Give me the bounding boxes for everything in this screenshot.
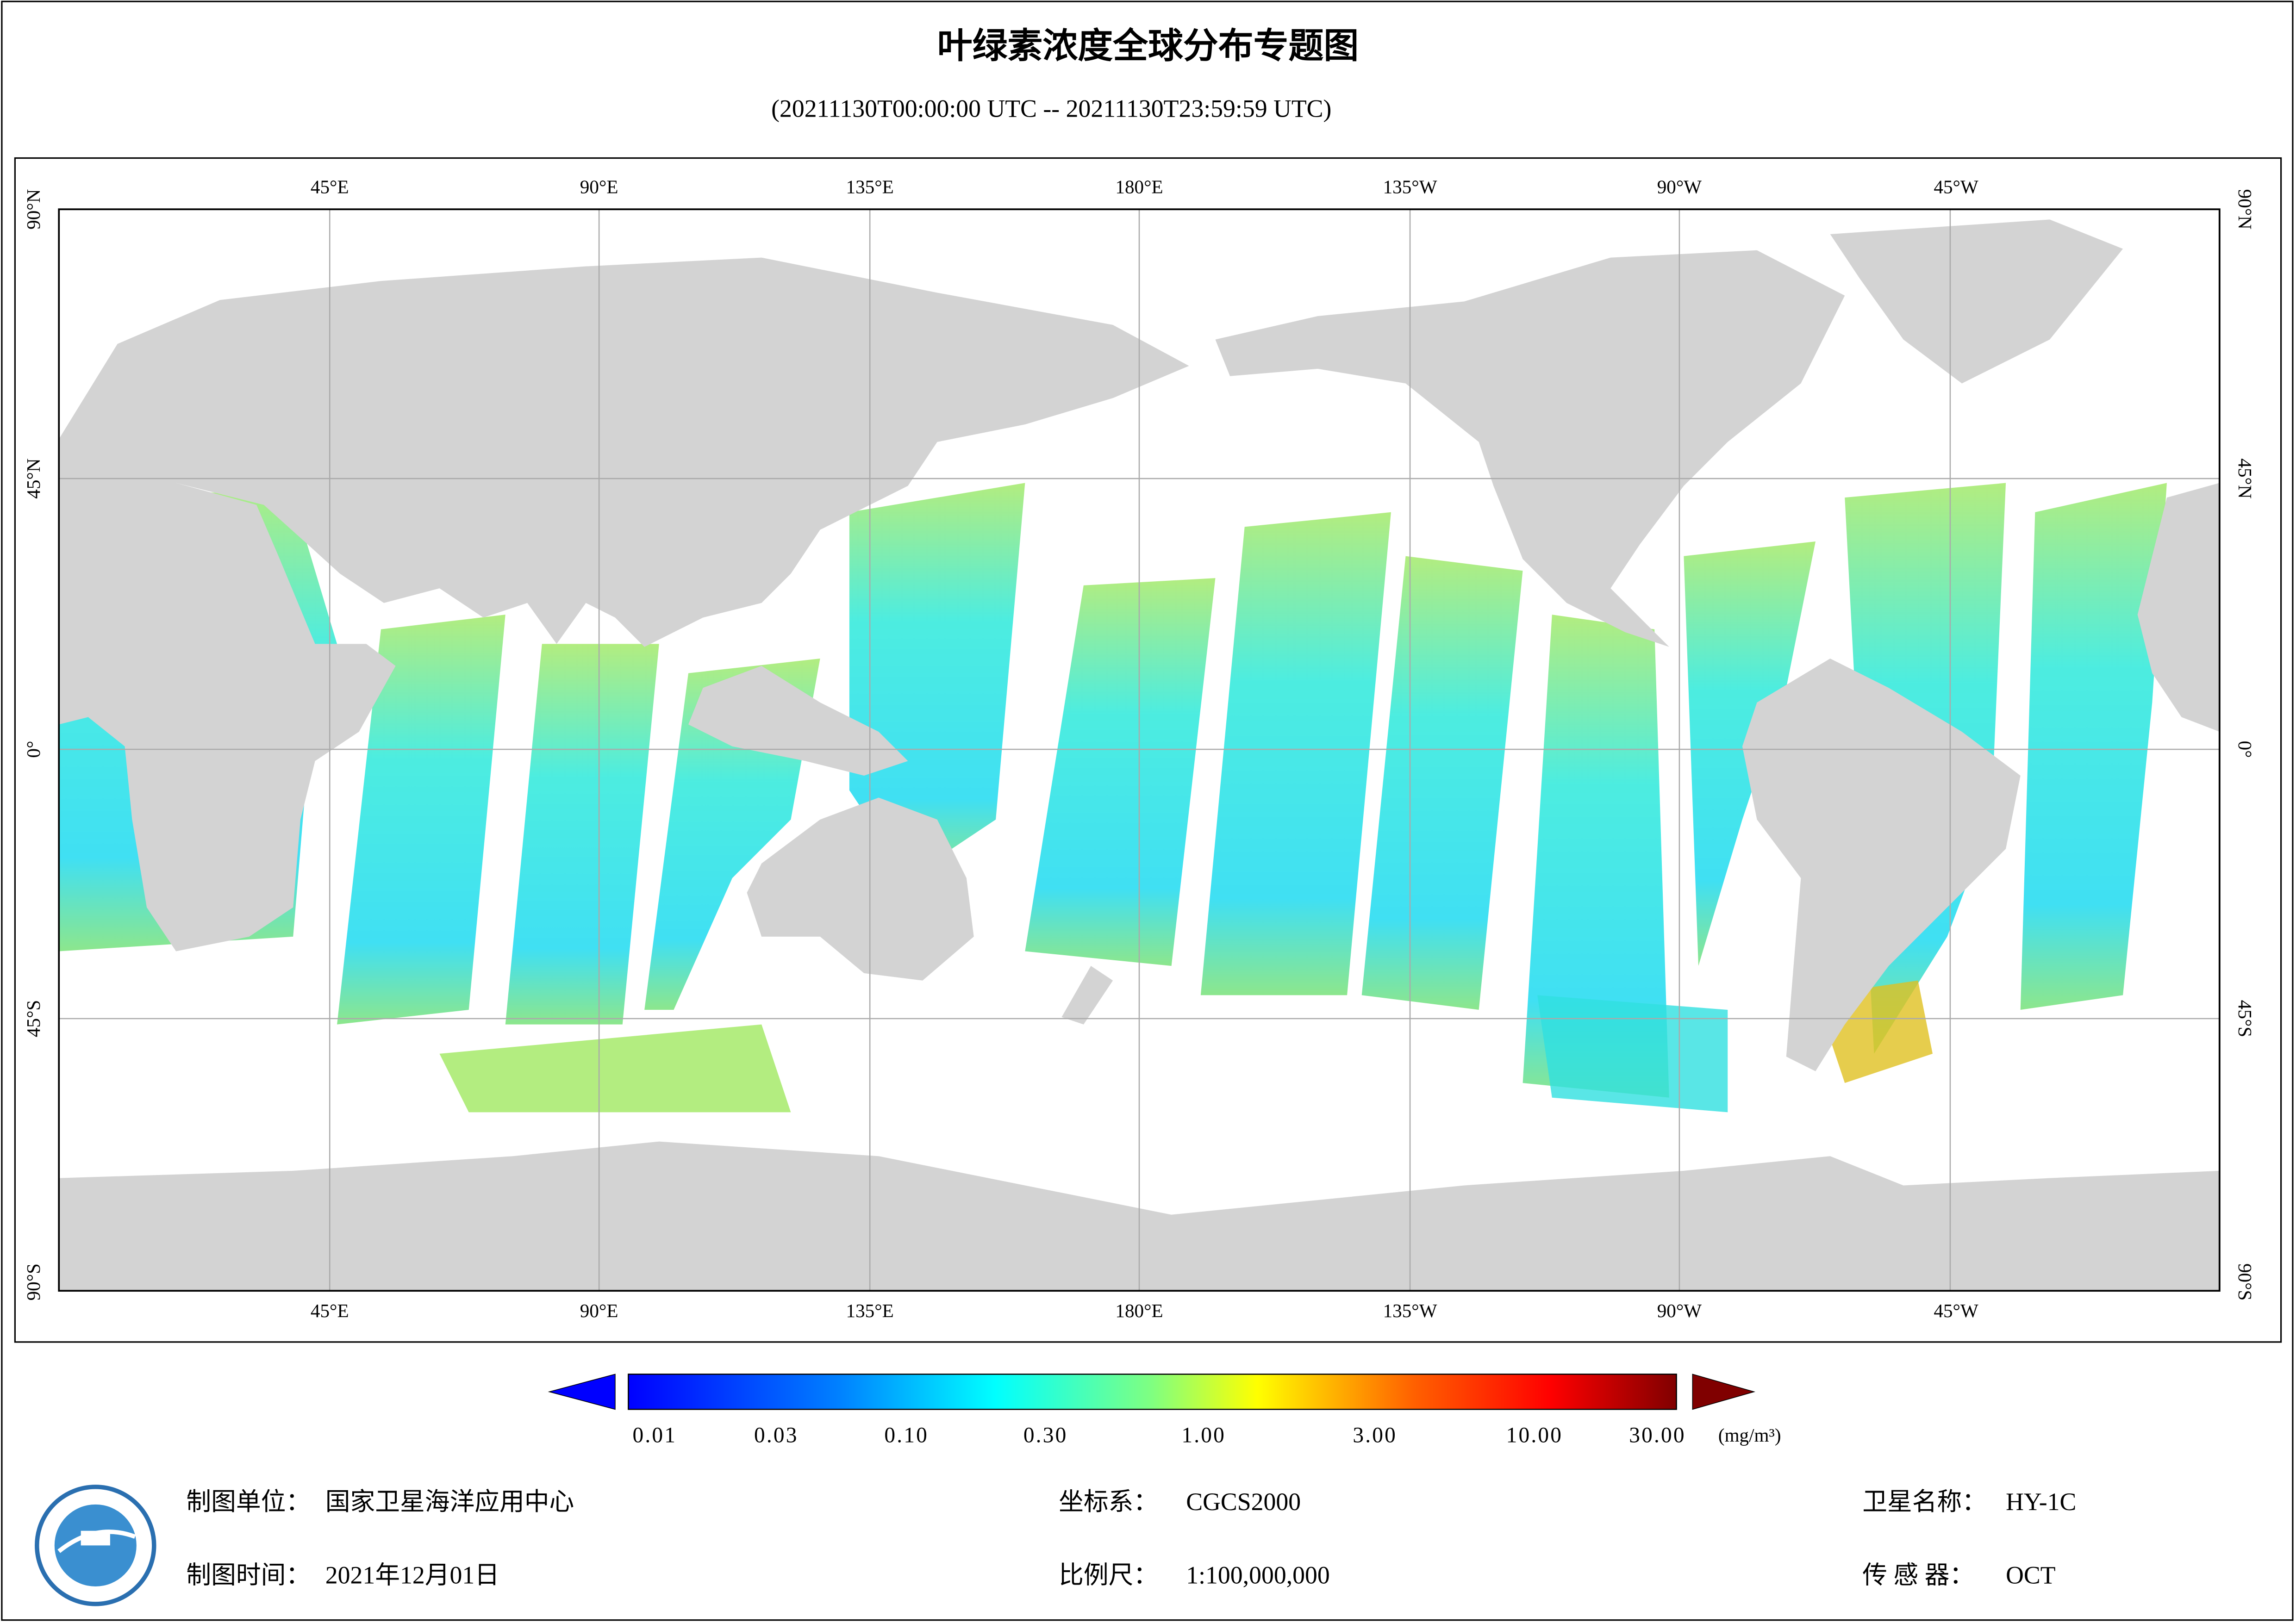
lon-label: 45°W — [1934, 176, 1978, 197]
colorbar-label: 3.00 — [1353, 1423, 1397, 1447]
swath — [1537, 995, 1728, 1113]
lon-label: 90°E — [580, 176, 618, 197]
footer-label: 比例尺： — [1059, 1561, 1158, 1589]
lon-label: 135°E — [846, 1300, 894, 1321]
lon-label: 90°W — [1657, 1300, 1702, 1321]
lat-labels-left: 90°N 45°N 0° 45°S 90°S — [23, 189, 44, 1301]
footer-value: 2021年12月01日 — [325, 1561, 499, 1589]
map-border — [58, 208, 2221, 1292]
graticule — [59, 209, 2220, 1291]
footer-label: 坐标系： — [1059, 1488, 1158, 1516]
footer: 制图单位： 国家卫星海洋应用中心 制图时间： 2021年12月01日 坐标系： … — [186, 1488, 2076, 1589]
west-africa-europe — [2137, 483, 2220, 732]
maritime-asia — [688, 665, 908, 776]
lat-label: 0° — [2234, 741, 2256, 758]
lat-label: 45°S — [23, 1000, 44, 1037]
footer-label: 制图单位： — [186, 1488, 311, 1516]
swath — [849, 483, 1025, 878]
lon-label: 135°W — [1383, 176, 1437, 197]
footer-value: 1:100,000,000 — [1186, 1561, 1330, 1589]
footer-label: 制图时间： — [186, 1561, 311, 1589]
eurasia — [59, 257, 1189, 647]
lat-labels-right: 90°N 45°N 0° 45°S 90°S — [2234, 189, 2256, 1301]
lat-label: 90°S — [2234, 1263, 2256, 1300]
africa — [59, 483, 396, 951]
colorbar-unit: (mg/m³) — [1718, 1424, 1781, 1446]
lat-label: 45°S — [2234, 1000, 2256, 1037]
lat-label: 90°N — [23, 189, 44, 230]
colorbar-under-arrow — [548, 1374, 616, 1410]
colorbar-label: 1.00 — [1181, 1423, 1226, 1447]
logo — [35, 1485, 156, 1606]
colorbar-over-arrow — [1692, 1374, 1756, 1410]
footer-value: 国家卫星海洋应用中心 — [325, 1488, 574, 1516]
lon-label: 135°W — [1383, 1300, 1437, 1321]
footer-value: CGCS2000 — [1186, 1488, 1301, 1516]
north-america — [1215, 250, 1845, 647]
footer-value: HY-1C — [2006, 1488, 2076, 1516]
subtitle: (20211130T00:00:00 UTC -- 20211130T23:59… — [771, 95, 1331, 123]
swath — [337, 615, 505, 1025]
lat-label: 45°N — [23, 458, 44, 498]
australia — [747, 797, 974, 981]
colorbar-label: 0.10 — [884, 1423, 929, 1447]
lat-label: 90°S — [23, 1263, 44, 1300]
colorbar-label: 0.01 — [632, 1423, 677, 1447]
colorbar-label: 10.00 — [1506, 1423, 1563, 1447]
south-america — [1742, 659, 2021, 1071]
lon-label: 180°E — [1115, 176, 1163, 197]
footer-label: 传 感 器： — [1862, 1561, 1974, 1589]
map — [59, 209, 2220, 1291]
map-frame — [14, 157, 2282, 1343]
swath — [505, 644, 659, 1025]
colorbar-label: 0.03 — [754, 1423, 799, 1447]
colorbar-ramp — [628, 1374, 1677, 1410]
colorbar-label: 30.00 — [1629, 1423, 1686, 1447]
lon-label: 90°W — [1657, 176, 1702, 197]
lon-labels-bottom: 45°E 90°E 135°E 180°E 135°W 90°W 45°W — [311, 1300, 1978, 1321]
lon-label: 45°E — [311, 176, 349, 197]
lat-label: 45°N — [2234, 458, 2256, 498]
swath — [2020, 483, 2167, 1010]
lon-label: 45°W — [1934, 1300, 1978, 1321]
lat-label: 90°N — [2234, 189, 2256, 230]
footer-label: 卫星名称： — [1862, 1488, 1987, 1516]
new-zealand — [1061, 966, 1113, 1025]
footer-value: OCT — [2006, 1561, 2056, 1589]
swath — [1025, 578, 1216, 966]
greenland — [1830, 219, 2123, 384]
title: 叶绿素浓度全球分布专题图 — [937, 27, 1359, 66]
lon-label: 135°E — [846, 176, 894, 197]
logo-satellite — [81, 1530, 110, 1546]
lon-labels-top: 45°E 90°E 135°E 180°E 135°W 90°W 45°W — [311, 176, 1978, 197]
colorbar: 0.01 0.03 0.10 0.30 1.00 3.00 10.00 30.0… — [548, 1374, 1781, 1447]
lat-label: 0° — [23, 741, 44, 758]
colorbar-label: 0.30 — [1023, 1423, 1068, 1447]
swath — [1200, 512, 1391, 995]
lon-label: 45°E — [311, 1300, 349, 1321]
swath — [439, 1024, 791, 1113]
swath — [1361, 556, 1523, 1010]
swath — [1522, 615, 1669, 1098]
lon-label: 90°E — [580, 1300, 618, 1321]
lon-label: 180°E — [1115, 1300, 1163, 1321]
